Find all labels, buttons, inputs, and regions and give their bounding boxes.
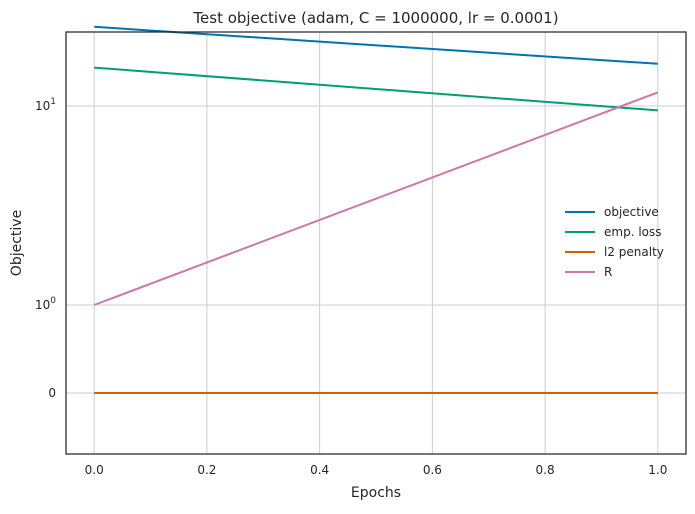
- x-tick-label: 1.0: [648, 463, 667, 477]
- x-axis-title: Epochs: [351, 485, 401, 501]
- legend-label-objective: objective: [604, 205, 659, 219]
- legend-label-r: R: [604, 265, 612, 279]
- legend: objective emp. loss l2 penalty R: [565, 205, 664, 279]
- series-line-r: [93, 91, 659, 306]
- y-tick-exponent: 1: [50, 97, 56, 107]
- y-tick-label: 100: [35, 296, 56, 312]
- y-tick-base: 0: [48, 386, 56, 400]
- y-tick-base: 10: [35, 99, 50, 113]
- chart-title: Test objective (adam, C = 1000000, lr = …: [192, 9, 558, 27]
- series-line-objective: [94, 25, 658, 65]
- x-tick-label: 0.6: [423, 463, 442, 477]
- y-tick-label: 101: [35, 97, 56, 113]
- y-tick-label: 0: [48, 386, 56, 400]
- plot-frame: [65, 31, 687, 455]
- x-tick-label: 0.4: [310, 463, 329, 477]
- y-tick-base: 10: [35, 298, 50, 312]
- x-tick-label: 0.0: [85, 463, 104, 477]
- series-lines: [93, 25, 659, 394]
- x-tick-label: 0.8: [536, 463, 555, 477]
- x-tick-label: 0.2: [197, 463, 216, 477]
- y-tick-exponent: 0: [50, 296, 56, 306]
- legend-label-l2-penalty: l2 penalty: [604, 245, 664, 259]
- x-tick-labels: 0.0 0.2 0.4 0.6 0.8 1.0: [85, 463, 668, 477]
- series-line-emp-loss: [94, 66, 658, 112]
- plot-background: [66, 32, 686, 454]
- legend-label-emp-loss: emp. loss: [604, 225, 662, 239]
- y-axis-title: Objective: [9, 210, 25, 276]
